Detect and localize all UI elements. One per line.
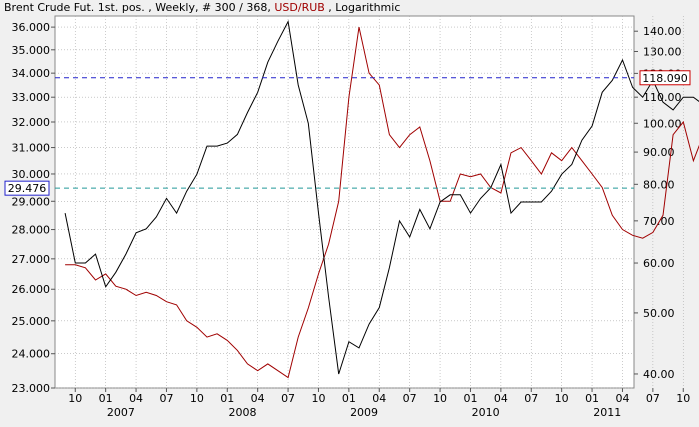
left-tick-label: 25.000: [12, 315, 51, 328]
x-tick-label: 10: [311, 392, 325, 405]
right-tick-label: 90.00: [643, 146, 675, 159]
x-tick-label: 01: [342, 392, 356, 405]
x-tick-label: 04: [615, 392, 629, 405]
x-tick-label: 01: [99, 392, 113, 405]
x-tick-label: 04: [129, 392, 143, 405]
right-tick-label: 50.00: [643, 307, 675, 320]
left-tick-label: 29.000: [12, 195, 51, 208]
x-tick-label: 01: [585, 392, 599, 405]
x-tick-label: 04: [251, 392, 265, 405]
x-tick-label: 10: [190, 392, 204, 405]
brent-last-box: [639, 70, 691, 86]
x-tick-label: 07: [159, 392, 173, 405]
left-tick-label: 31.000: [12, 142, 51, 155]
right-tick-label: 70.00: [643, 215, 675, 228]
x-tick-label: 01: [463, 392, 477, 405]
year-label: 2007: [107, 406, 135, 419]
left-tick-label: 30.000: [12, 168, 51, 181]
left-tick-label: 35.000: [12, 44, 51, 57]
right-tick-label: 40.00: [643, 368, 675, 381]
x-tick-label: 10: [433, 392, 447, 405]
x-tick-label: 07: [403, 392, 417, 405]
x-tick-label: 10: [68, 392, 82, 405]
left-tick-label: 24.000: [12, 348, 51, 361]
left-tick-label: 26.000: [12, 283, 51, 296]
usdrub-last-value: 29.476: [8, 182, 47, 195]
left-tick-label: 33.000: [12, 91, 51, 104]
x-tick-label: 04: [494, 392, 508, 405]
year-label: 2011: [593, 406, 621, 419]
right-tick-label: 110.00: [643, 91, 682, 104]
right-tick-label: 130.00: [643, 45, 682, 58]
series-usdrub-line: [65, 26, 699, 379]
plot-area: [54, 15, 635, 389]
x-tick-label: 07: [281, 392, 295, 405]
year-label: 2009: [350, 406, 378, 419]
left-tick-label: 23.000: [12, 382, 51, 395]
x-tick-label: 10: [676, 392, 690, 405]
x-tick-label: 07: [646, 392, 660, 405]
right-tick-label: 100.00: [643, 117, 682, 130]
x-tick-label: 07: [524, 392, 538, 405]
left-tick-label: 36.000: [12, 21, 51, 34]
chart-title: Brent Crude Fut. 1st. pos. , Weekly, # 3…: [4, 1, 400, 14]
chart-title-prefix: Brent Crude Fut. 1st. pos. , Weekly, # 3…: [4, 1, 275, 14]
series-brent-line: [64, 20, 699, 375]
brent-last-value: 118.090: [642, 72, 688, 85]
right-tick-label: 80.00: [643, 178, 675, 191]
usdrub-last-box: [4, 180, 50, 196]
chart-title-suffix: , Logarithmic: [324, 1, 401, 14]
left-tick-label: 27.000: [12, 253, 51, 266]
x-tick-label: 01: [220, 392, 234, 405]
year-label: 2008: [228, 406, 256, 419]
right-tick-label: 140.00: [643, 25, 682, 38]
right-tick-label: 60.00: [643, 257, 675, 270]
x-tick-label: 10: [555, 392, 569, 405]
year-label: 2010: [472, 406, 500, 419]
left-tick-label: 34.000: [12, 67, 51, 80]
x-tick-label: 04: [372, 392, 386, 405]
chart-title-ratio: USD/RUB: [274, 1, 325, 14]
left-tick-label: 28.000: [12, 224, 51, 237]
left-tick-label: 32.000: [12, 116, 51, 129]
